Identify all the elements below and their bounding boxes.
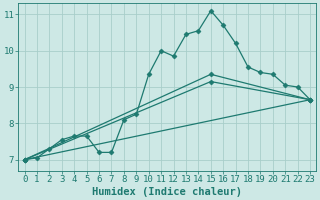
X-axis label: Humidex (Indice chaleur): Humidex (Indice chaleur) xyxy=(92,186,242,197)
